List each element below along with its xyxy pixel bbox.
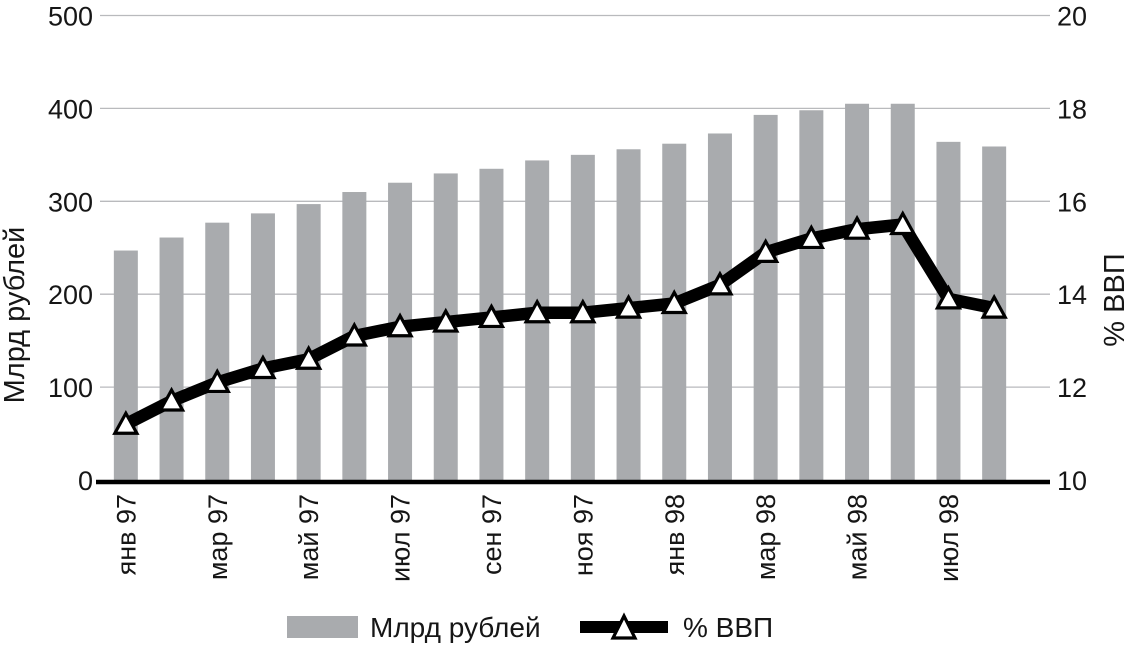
legend-line-label: % ВВП — [683, 612, 774, 643]
y-axis-right-tick-label: 12 — [1057, 373, 1087, 403]
bar-май 98 — [845, 103, 870, 480]
left-axis-title: Млрд рублей — [0, 227, 31, 404]
triangle-marker-icon — [157, 386, 186, 412]
triangle-marker-icon — [386, 312, 414, 338]
triangle-marker-icon — [432, 307, 460, 333]
y-axis-left-tick-label: 300 — [48, 187, 93, 217]
y-axis-right-tick-label: 10 — [1057, 466, 1087, 496]
triangle-marker-icon — [934, 284, 963, 310]
y-axis-right-tick-label: 14 — [1057, 280, 1087, 310]
triangle-marker-icon — [980, 293, 1008, 319]
x-axis-tick-label: июл 97 — [386, 494, 416, 582]
triangle-marker-icon — [523, 298, 551, 324]
bar-май 97 — [296, 204, 321, 480]
triangle-marker-icon — [843, 214, 871, 240]
bar-мар 97 — [205, 222, 230, 481]
bar-апр 97 — [250, 213, 275, 480]
x-axis-tick-label: янв 98 — [660, 494, 690, 575]
x-axis-tick-label: сен 97 — [477, 494, 507, 575]
y-axis-left-tick-label: 200 — [48, 280, 93, 310]
triangle-marker-icon — [569, 298, 597, 324]
legend-bar-swatch — [287, 616, 358, 638]
x-axis-tick-label: май 97 — [294, 494, 324, 580]
bar-июл 98 — [936, 141, 961, 480]
x-axis-tick-label: ноя 97 — [568, 494, 598, 576]
y-axis-left-tick-label: 100 — [48, 373, 93, 403]
legend-line-swatch — [580, 612, 668, 640]
y-axis-left-tick-label: 0 — [78, 466, 93, 496]
y-axis-left-tick-label: 500 — [48, 2, 93, 32]
triangle-marker-icon — [751, 238, 780, 263]
bar-мар 98 — [753, 114, 778, 480]
legend-bar-label: Млрд рублей — [370, 612, 541, 643]
x-axis-tick-label: янв 97 — [111, 494, 141, 575]
x-axis-tick-label: май 98 — [843, 494, 873, 580]
triangle-marker-icon — [112, 409, 140, 435]
triangle-marker-icon — [249, 354, 277, 380]
x-axis-tick-label: июл 98 — [934, 494, 964, 582]
bar-июн 98 — [890, 103, 915, 480]
right-axis-title: % ВВП — [1099, 253, 1131, 346]
triangle-marker-icon — [340, 321, 369, 347]
triangle-marker-icon — [610, 612, 638, 640]
y-axis-right-tick-label: 16 — [1057, 187, 1087, 217]
triangle-marker-icon — [294, 344, 323, 370]
x-axis-tick-label: мар 98 — [751, 494, 781, 580]
bar-янв 97 — [113, 250, 138, 480]
y-axis-left-tick-label: 400 — [48, 94, 93, 124]
bar-фев 97 — [159, 237, 184, 480]
y-axis-right-tick-label: 18 — [1057, 94, 1087, 124]
triangle-marker-icon — [706, 270, 734, 296]
bar-апр 98 — [799, 110, 824, 481]
triangle-marker-icon — [660, 289, 688, 315]
triangle-marker-icon — [203, 368, 231, 394]
y-axis-right-tick-label: 20 — [1057, 2, 1087, 32]
triangle-marker-icon — [889, 210, 917, 236]
triangle-marker-icon — [797, 224, 826, 250]
x-axis-tick-label: мар 97 — [203, 494, 233, 580]
bar-фев 98 — [707, 133, 732, 480]
triangle-marker-icon — [614, 293, 643, 319]
triangle-marker-icon — [477, 303, 506, 329]
